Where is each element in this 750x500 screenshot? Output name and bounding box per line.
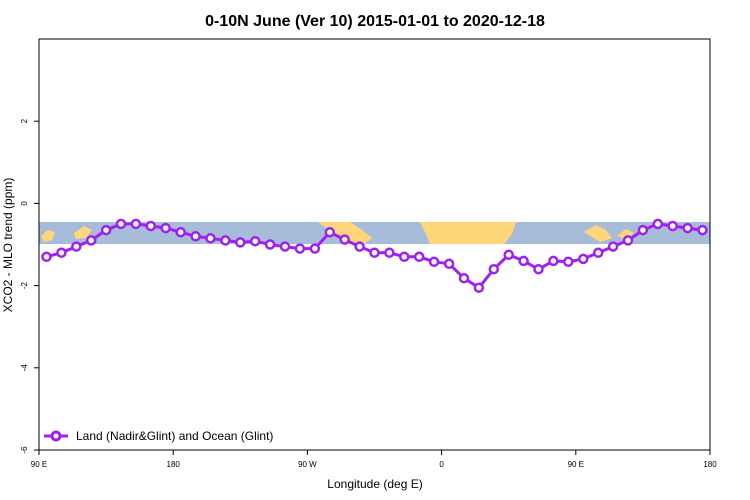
data-point: [175, 226, 186, 238]
data-point: [667, 220, 678, 232]
data-point: [264, 239, 276, 250]
data-point: [503, 249, 514, 261]
land-africa: [420, 222, 516, 244]
data-point: [71, 241, 82, 252]
data-point: [235, 237, 246, 248]
data-point: [458, 272, 470, 284]
data-point: [682, 222, 693, 234]
y-axis-label: XCO2 - MLO trend (ppm): [1, 178, 15, 313]
data-point: [384, 247, 395, 258]
data-point: [279, 241, 291, 252]
data-point: [100, 224, 112, 236]
y-axis: -6 -4 -2 0 2: [20, 118, 39, 454]
x-axis: 90 E 180 90 W 0 90 E 180: [31, 450, 717, 469]
land-south-america: [330, 222, 372, 244]
data-point: [369, 247, 380, 258]
data-point: [443, 258, 455, 270]
y-tick-label: -2: [20, 281, 29, 289]
data-point: [548, 255, 559, 267]
data-point: [518, 255, 529, 267]
x-tick-label: 90 W: [298, 460, 317, 469]
data-point: [205, 233, 216, 244]
chart-title: 0-10N June (Ver 10) 2015-01-01 to 2020-1…: [205, 13, 545, 30]
data-point: [413, 251, 425, 263]
x-tick-label: 180: [167, 460, 181, 469]
x-tick-label: 90 E: [31, 460, 47, 469]
data-point: [145, 220, 157, 232]
data-point: [339, 234, 350, 245]
data-point: [85, 235, 97, 246]
x-axis-label: Longitude (deg E): [327, 477, 422, 491]
land-east-asia: [41, 230, 55, 242]
data-point: [190, 231, 201, 242]
legend-marker: [50, 430, 62, 442]
land-indonesia: [584, 225, 612, 242]
land-new-guinea: [74, 226, 92, 239]
y-tick-label: -6: [20, 446, 29, 454]
x-tick-label: 0: [439, 460, 444, 469]
data-point: [354, 241, 365, 252]
plot-frame: [38, 38, 711, 451]
data-point: [533, 263, 544, 275]
series-layer: [41, 218, 708, 293]
x-tick-label: 180: [703, 460, 717, 469]
data-point: [607, 241, 619, 252]
data-point: [563, 256, 574, 268]
y-tick-label: 0: [20, 201, 29, 206]
data-point: [428, 256, 440, 268]
data-point: [488, 263, 500, 275]
data-point: [249, 235, 261, 247]
data-point: [637, 224, 649, 236]
data-point: [41, 251, 52, 263]
legend: Land (Nadir&Glint) and Ocean (Glint): [44, 429, 273, 443]
data-point: [324, 226, 336, 238]
data-point: [115, 218, 127, 230]
data-point: [622, 235, 634, 246]
legend-label: Land (Nadir&Glint) and Ocean (Glint): [76, 429, 273, 443]
data-point: [130, 218, 142, 230]
data-point: [294, 243, 306, 254]
data-point: [592, 247, 604, 258]
data-point: [160, 222, 171, 234]
data-point: [220, 235, 231, 246]
data-point: [652, 218, 664, 230]
data-point: [578, 253, 589, 265]
data-point: [399, 251, 410, 263]
data-point: [697, 224, 708, 236]
data-point: [309, 243, 321, 254]
data-point: [473, 282, 485, 293]
y-tick-label: 2: [20, 118, 29, 123]
x-tick-label: 90 E: [568, 460, 584, 469]
data-point: [56, 247, 67, 258]
y-tick-label: -4: [20, 364, 29, 372]
